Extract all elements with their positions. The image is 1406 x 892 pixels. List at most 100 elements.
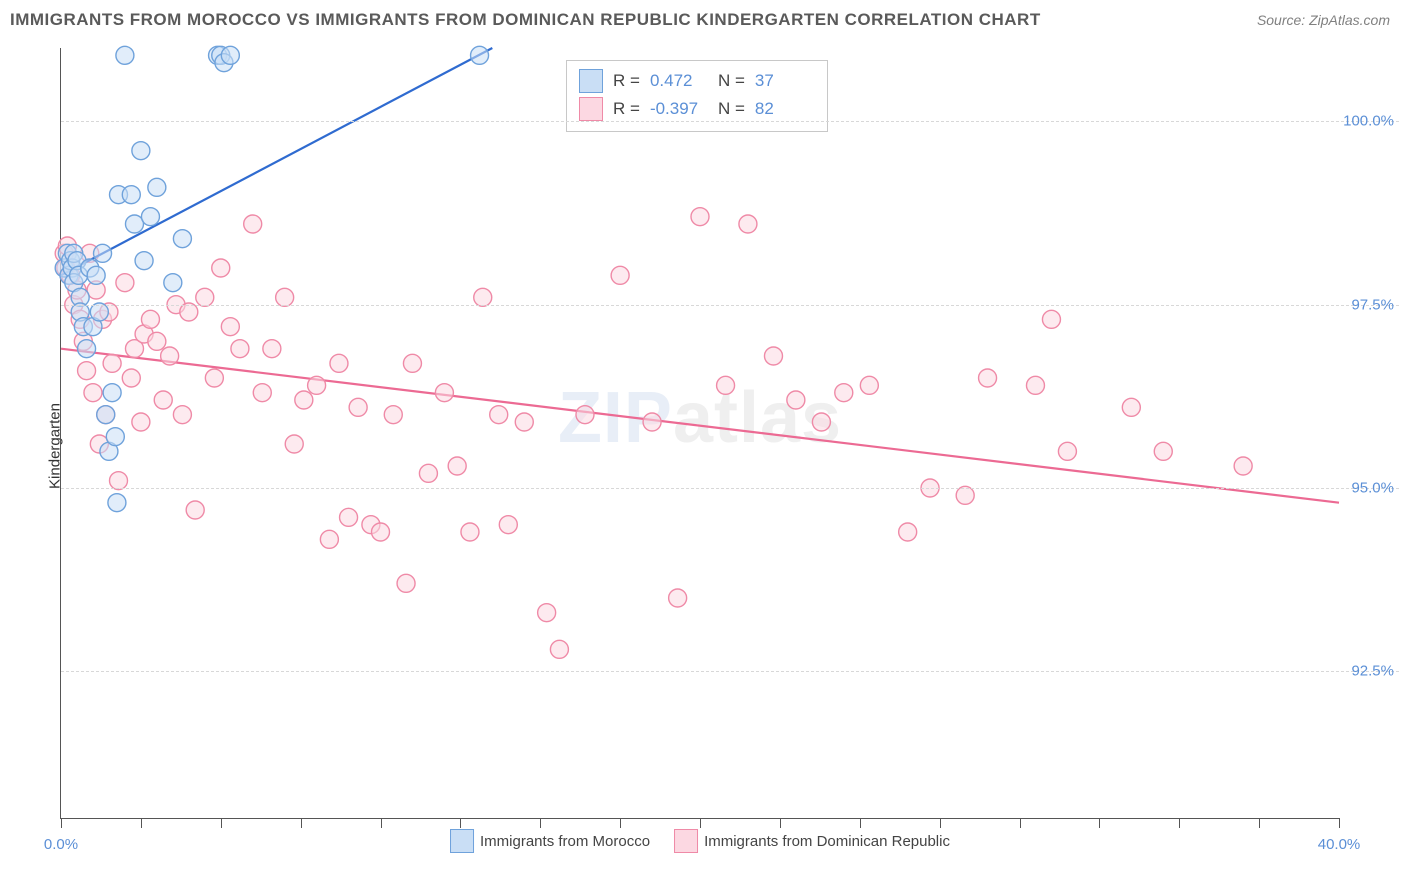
data-point (173, 406, 191, 424)
data-point (212, 259, 230, 277)
data-point (669, 589, 687, 607)
data-point (154, 391, 172, 409)
x-tick (540, 818, 541, 828)
data-point (835, 384, 853, 402)
x-tick (1179, 818, 1180, 828)
x-tick (1020, 818, 1021, 828)
data-point (141, 310, 159, 328)
data-point (397, 574, 415, 592)
x-tick-label: 0.0% (44, 836, 78, 853)
x-tick (860, 818, 861, 828)
data-point (787, 391, 805, 409)
gridline-h (61, 488, 1399, 489)
y-tick-label: 100.0% (1343, 113, 1394, 130)
r-label: R = (613, 71, 640, 91)
chart-source: Source: ZipAtlas.com (1257, 12, 1390, 28)
r-value-dominican: -0.397 (650, 99, 708, 119)
r-label: R = (613, 99, 640, 119)
data-point (860, 376, 878, 394)
data-point (308, 376, 326, 394)
legend-label-dominican: Immigrants from Dominican Republic (704, 833, 950, 850)
data-point (78, 340, 96, 358)
r-value-morocco: 0.472 (650, 71, 708, 91)
x-tick (460, 818, 461, 828)
data-point (231, 340, 249, 358)
data-point (141, 208, 159, 226)
stats-row-morocco: R = 0.472 N = 37 (579, 67, 813, 95)
data-point (899, 523, 917, 541)
data-point (78, 362, 96, 380)
x-tick (141, 818, 142, 828)
data-point (122, 369, 140, 387)
data-point (764, 347, 782, 365)
data-point (349, 398, 367, 416)
gridline-h (61, 121, 1399, 122)
legend-label-morocco: Immigrants from Morocco (480, 833, 650, 850)
x-tick (61, 818, 62, 828)
data-point (180, 303, 198, 321)
data-point (550, 640, 568, 658)
data-point (340, 508, 358, 526)
data-point (538, 604, 556, 622)
legend-item-dominican: Immigrants from Dominican Republic (674, 829, 950, 853)
data-point (384, 406, 402, 424)
data-point (84, 384, 102, 402)
trend-line (61, 349, 1339, 503)
x-tick (940, 818, 941, 828)
data-point (1042, 310, 1060, 328)
x-tick (780, 818, 781, 828)
data-point (148, 332, 166, 350)
data-point (94, 244, 112, 262)
data-point (812, 413, 830, 431)
data-point (164, 274, 182, 292)
y-tick-label: 97.5% (1351, 296, 1394, 313)
data-point (108, 494, 126, 512)
data-point (205, 369, 223, 387)
chart-svg (61, 48, 1339, 818)
legend-item-morocco: Immigrants from Morocco (450, 829, 650, 853)
data-point (474, 288, 492, 306)
data-point (103, 354, 121, 372)
data-point (116, 274, 134, 292)
data-point (372, 523, 390, 541)
x-tick-label: 40.0% (1318, 836, 1361, 853)
x-tick (1339, 818, 1340, 828)
data-point (110, 472, 128, 490)
data-point (691, 208, 709, 226)
chart-header: IMMIGRANTS FROM MOROCCO VS IMMIGRANTS FR… (0, 0, 1406, 40)
n-value-dominican: 82 (755, 99, 813, 119)
legend-bottom: Immigrants from Morocco Immigrants from … (450, 829, 950, 853)
data-point (173, 230, 191, 248)
data-point (122, 186, 140, 204)
data-point (643, 413, 661, 431)
data-point (276, 288, 294, 306)
data-point (611, 266, 629, 284)
data-point (295, 391, 313, 409)
data-point (403, 354, 421, 372)
data-point (161, 347, 179, 365)
data-point (1026, 376, 1044, 394)
data-point (1058, 442, 1076, 460)
trend-line (61, 48, 492, 275)
data-point (1122, 398, 1140, 416)
data-point (448, 457, 466, 475)
y-tick-label: 92.5% (1351, 663, 1394, 680)
data-point (435, 384, 453, 402)
data-point (244, 215, 262, 233)
chart-title: IMMIGRANTS FROM MOROCCO VS IMMIGRANTS FR… (10, 10, 1041, 30)
x-tick (700, 818, 701, 828)
data-point (419, 464, 437, 482)
data-point (90, 303, 108, 321)
data-point (221, 318, 239, 336)
gridline-h (61, 305, 1399, 306)
data-point (285, 435, 303, 453)
data-point (956, 486, 974, 504)
n-value-morocco: 37 (755, 71, 813, 91)
x-tick (301, 818, 302, 828)
x-tick (1099, 818, 1100, 828)
data-point (320, 530, 338, 548)
data-point (87, 266, 105, 284)
data-point (717, 376, 735, 394)
data-point (186, 501, 204, 519)
plot-area: ZIPatlas R = 0.472 N = 37 R = -0.397 N =… (60, 48, 1339, 819)
